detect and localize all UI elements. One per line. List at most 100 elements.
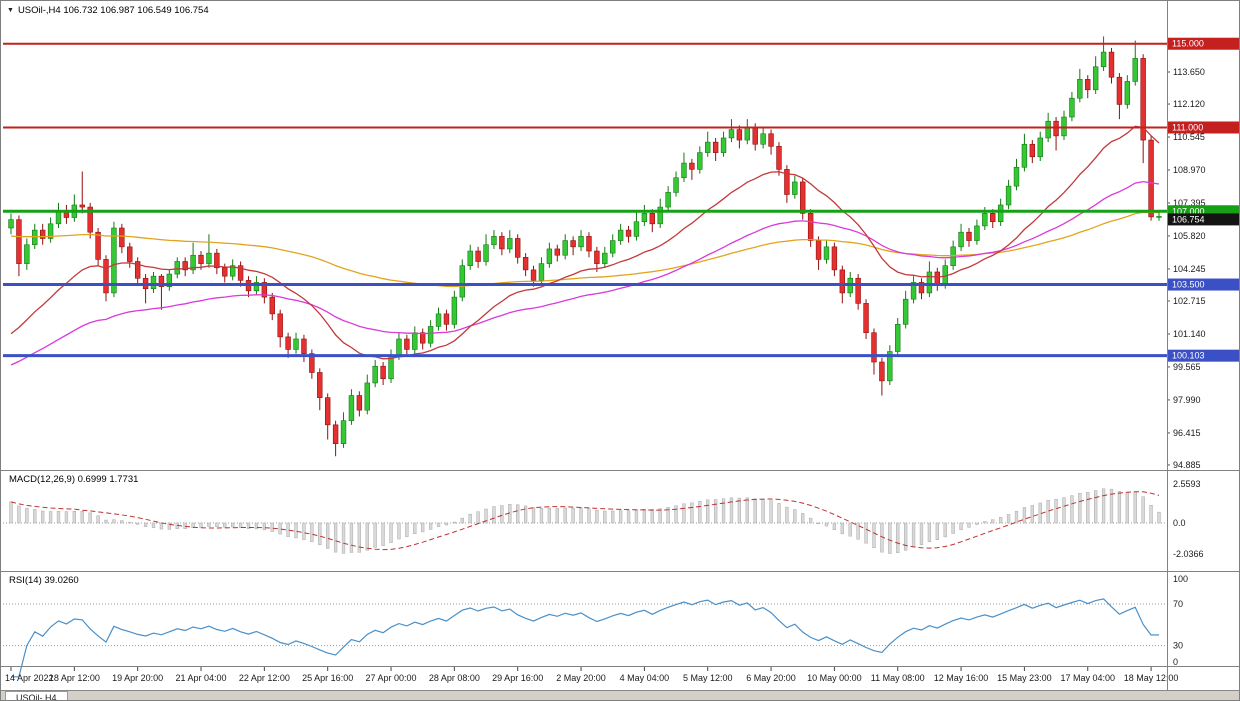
macd-histogram-bar [919, 522, 924, 546]
price-badge-111.000-label: 111.000 [1172, 122, 1203, 132]
macd-histogram-bar [983, 521, 987, 524]
candle-body [625, 229, 632, 237]
candle-body [594, 250, 600, 264]
rsi-axis-label: 100 [1173, 574, 1188, 584]
macd-histogram-bar [262, 522, 267, 531]
macd-histogram-bar [310, 522, 314, 543]
macd-histogram-bar [33, 509, 37, 524]
candle-body [918, 282, 925, 294]
candle-body [554, 248, 560, 256]
candle-body [736, 129, 743, 141]
candle-body [39, 229, 46, 239]
macd-histogram-bar [539, 508, 544, 524]
candle-body [641, 213, 648, 223]
candle-body [396, 338, 402, 357]
price-tick-label: 113.650 [1173, 67, 1205, 77]
macd-histogram-bar [72, 511, 76, 524]
price-badge-100.103 [1168, 349, 1239, 362]
macd-histogram-bar [975, 522, 979, 525]
macd-histogram-bar [666, 507, 670, 524]
candle-body [24, 244, 30, 264]
candle-body [412, 332, 418, 350]
price-tick-label: 99.565 [1173, 362, 1201, 372]
macd-histogram-bar [238, 522, 243, 528]
candle-body [427, 326, 434, 344]
candle-body [966, 231, 972, 241]
candle-body [198, 254, 204, 264]
macd-histogram-bar [634, 509, 639, 524]
macd-histogram-bar [104, 519, 108, 524]
time-tick-label: 18 Apr 12:00 [49, 673, 100, 683]
macd-histogram-bar [1141, 496, 1145, 524]
candle-body [1061, 116, 1067, 137]
candle-body [910, 282, 917, 300]
candle-body [649, 213, 655, 225]
candle-body [982, 213, 988, 227]
candle-body [253, 282, 260, 292]
macd-histogram-bar [1046, 500, 1050, 524]
main-price-panel[interactable] [3, 36, 1167, 457]
macd-axis-label: -2.0366 [1173, 549, 1204, 559]
price-axis[interactable]: 113.650 112.120 110.545 108.970 107.395 105.8… [1167, 37, 1240, 667]
macd-histogram-bar [231, 522, 235, 528]
candle-body [1053, 120, 1059, 137]
time-tick-label: 18 May 12:00 [1124, 673, 1179, 683]
candle-body [530, 269, 537, 281]
macd-histogram-bar [531, 507, 536, 524]
candle-body [902, 298, 909, 325]
candle-body [895, 324, 901, 352]
chart-dropdown-icon[interactable]: ▼ [7, 7, 14, 14]
macd-histogram-bar [745, 497, 749, 524]
macd-histogram-bar [642, 508, 647, 524]
macd-histogram-bar [357, 522, 362, 553]
macd-histogram-bar [801, 513, 805, 524]
candlesticks-layer[interactable] [8, 36, 1162, 457]
macd-histogram-bar [935, 522, 939, 540]
candle-body [380, 365, 386, 380]
candle-body [491, 236, 497, 246]
macd-histogram-bar [737, 497, 742, 524]
candle-body [1021, 143, 1028, 168]
candle-body [47, 223, 54, 239]
macd-histogram-bar [911, 522, 916, 548]
macd-panel[interactable] [3, 488, 1167, 554]
candle-body [364, 382, 370, 411]
macd-histogram-bar [516, 504, 520, 524]
macd-histogram-bar [349, 522, 354, 553]
macd-histogram-bar [1070, 495, 1074, 524]
candle-body [926, 271, 933, 294]
candle-body [633, 221, 640, 237]
rsi-panel[interactable] [3, 598, 1167, 678]
candle-body [1077, 79, 1083, 99]
candle-body [974, 225, 980, 241]
candle-body [1085, 79, 1091, 91]
candle-body [950, 246, 956, 266]
macd-histogram-bar [25, 508, 29, 524]
macd-histogram-bar [595, 510, 599, 524]
macd-histogram-bar [302, 522, 306, 540]
macd-histogram-bar [896, 522, 900, 553]
candle-body [1116, 76, 1123, 105]
candle-body [119, 227, 125, 248]
macd-histogram-bar [254, 522, 259, 530]
candle-body [570, 240, 576, 248]
candle-body [538, 263, 545, 281]
candle-body [578, 236, 584, 248]
macd-histogram-bar [17, 505, 21, 524]
candle-body [317, 372, 323, 398]
macd-histogram-bar [547, 507, 552, 524]
candle-body [1045, 120, 1051, 139]
macd-histogram-bar [207, 522, 211, 527]
candle-body [32, 229, 38, 246]
bottom-tab-active[interactable]: USOil-,H4 [5, 691, 68, 700]
rsi-axis-label: 70 [1173, 599, 1183, 609]
macd-histogram-bar [421, 522, 425, 533]
candle-body [277, 313, 283, 338]
bottom-tab-bar[interactable]: USOil-,H4 [1, 690, 1239, 700]
candle-body [182, 261, 188, 271]
macd-histogram-bar [563, 507, 567, 524]
macd-histogram-bar [840, 522, 844, 535]
time-tick-label: 21 Apr 04:00 [175, 673, 226, 683]
